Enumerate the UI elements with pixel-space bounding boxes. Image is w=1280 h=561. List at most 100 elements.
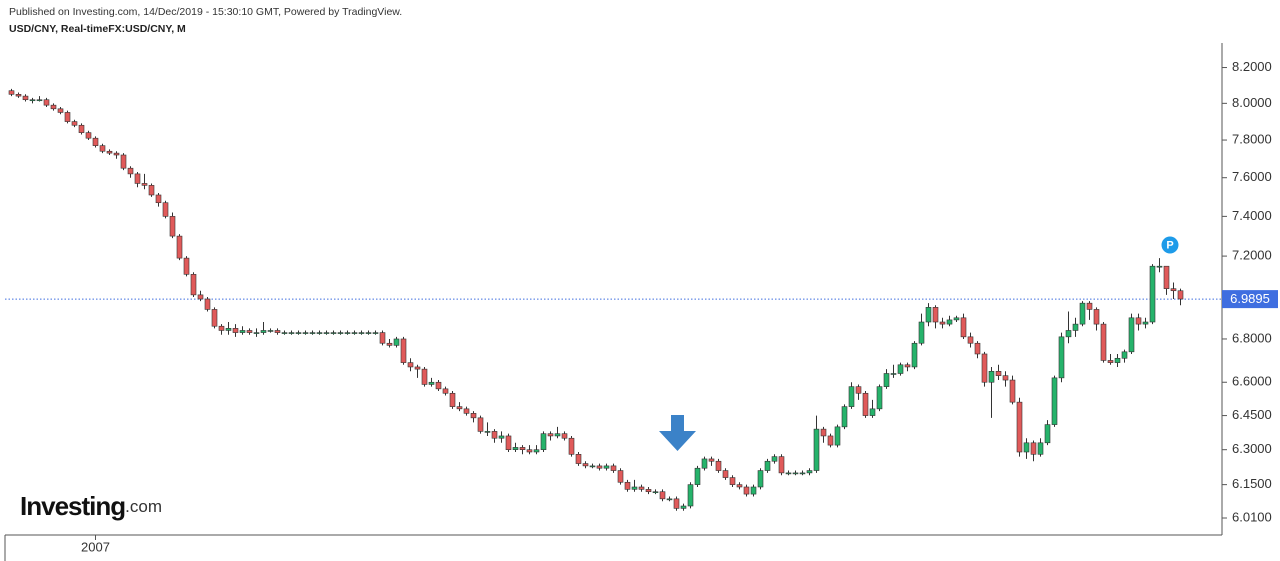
- candle-body: [64, 112, 71, 122]
- candle-body: [113, 152, 120, 156]
- candle-body: [1121, 351, 1128, 359]
- candle-body: [85, 132, 92, 139]
- candle-body: [1170, 288, 1177, 292]
- candle-body: [904, 364, 911, 368]
- candle-body: [120, 154, 127, 169]
- candle-body: [225, 328, 232, 331]
- candle-body: [78, 124, 85, 133]
- candle-body: [1058, 336, 1065, 379]
- candle-body: [512, 447, 519, 450]
- y-tick-label: 7.8000: [1232, 131, 1272, 146]
- candle-body: [540, 433, 547, 450]
- candle-body: [771, 456, 778, 462]
- candle-body: [204, 298, 211, 310]
- candle-body: [631, 486, 638, 490]
- candle-body: [855, 386, 862, 394]
- y-tick-label: 7.4000: [1232, 208, 1272, 223]
- candle-body: [365, 332, 372, 334]
- candle-body: [603, 465, 610, 469]
- candle-body: [295, 332, 302, 334]
- candle-body: [36, 99, 43, 102]
- y-tick-label: 6.1500: [1232, 476, 1272, 491]
- candle-body: [148, 185, 155, 196]
- candle-body: [736, 484, 743, 488]
- candle-body: [393, 338, 400, 346]
- candle-body: [687, 484, 694, 507]
- candle-body: [190, 274, 197, 296]
- candle-body: [848, 386, 855, 407]
- candle-body: [197, 294, 204, 300]
- candle-body: [50, 104, 57, 110]
- candle-body: [799, 472, 806, 475]
- y-tick-label: 6.0100: [1232, 509, 1272, 524]
- candle-body: [1149, 265, 1156, 323]
- candle-body: [533, 449, 540, 453]
- candle-body: [869, 408, 876, 416]
- candle-body: [554, 433, 561, 437]
- candle-body: [883, 373, 890, 387]
- candle-body: [680, 505, 687, 509]
- candle-body: [645, 489, 652, 493]
- candle-body: [897, 364, 904, 374]
- candle-body: [638, 486, 645, 490]
- candle-body: [1030, 442, 1037, 455]
- axes: [4, 43, 1223, 561]
- candle-body: [974, 342, 981, 355]
- candle-body: [701, 458, 708, 469]
- candle-body: [232, 328, 239, 333]
- candle-body: [169, 216, 176, 237]
- candle-body: [414, 366, 421, 370]
- candle-body: [785, 472, 792, 475]
- candle-body: [575, 454, 582, 464]
- candle-body: [407, 362, 414, 368]
- candle-body: [344, 332, 351, 334]
- candle-body: [820, 428, 827, 437]
- candle-body: [29, 99, 36, 102]
- candle-body: [337, 332, 344, 334]
- candle-body: [1156, 265, 1163, 268]
- candles: [8, 88, 1184, 511]
- candle-body: [911, 342, 918, 368]
- candle-body: [176, 235, 183, 259]
- candle-body: [834, 426, 841, 446]
- candle-body: [134, 173, 141, 184]
- last-price-label: 6.9895: [1230, 291, 1270, 306]
- candle-body: [162, 202, 169, 217]
- candle-body: [400, 338, 407, 363]
- candle-body: [568, 437, 575, 455]
- candle-body: [743, 486, 750, 495]
- candle-body: [1142, 321, 1149, 325]
- candle-body: [281, 332, 288, 334]
- logo-suffix: .com: [125, 497, 162, 516]
- candle-body: [981, 353, 988, 383]
- candle-body: [582, 463, 589, 467]
- candle-body: [57, 108, 64, 113]
- y-tick-label: 7.2000: [1232, 248, 1272, 263]
- candle-body: [309, 332, 316, 334]
- candle-body: [1037, 442, 1044, 455]
- candle-body: [442, 388, 449, 394]
- candle-body: [1009, 379, 1016, 403]
- candle-body: [498, 435, 505, 439]
- candle-body: [141, 183, 148, 186]
- candle-body: [505, 435, 512, 450]
- candle-body: [659, 491, 666, 500]
- candle-body: [71, 121, 78, 126]
- candle-body: [302, 332, 309, 334]
- candle-body: [918, 321, 925, 344]
- candle-body: [967, 336, 974, 344]
- candle-body: [1100, 323, 1107, 361]
- y-tick-label: 6.3000: [1232, 441, 1272, 456]
- candle-body: [15, 94, 22, 97]
- logo-brand: Investing: [20, 491, 125, 521]
- logo: Investing.com: [20, 491, 162, 521]
- candle-body: [722, 470, 729, 478]
- symbol-title: USD/CNY, Real-timeFX:USD/CNY, M: [9, 23, 186, 35]
- candle-body: [330, 332, 337, 334]
- candle-body: [827, 435, 834, 446]
- candle-body: [1135, 317, 1142, 325]
- candle-body: [792, 472, 799, 475]
- candle-body: [624, 481, 631, 490]
- candle-body: [666, 498, 673, 501]
